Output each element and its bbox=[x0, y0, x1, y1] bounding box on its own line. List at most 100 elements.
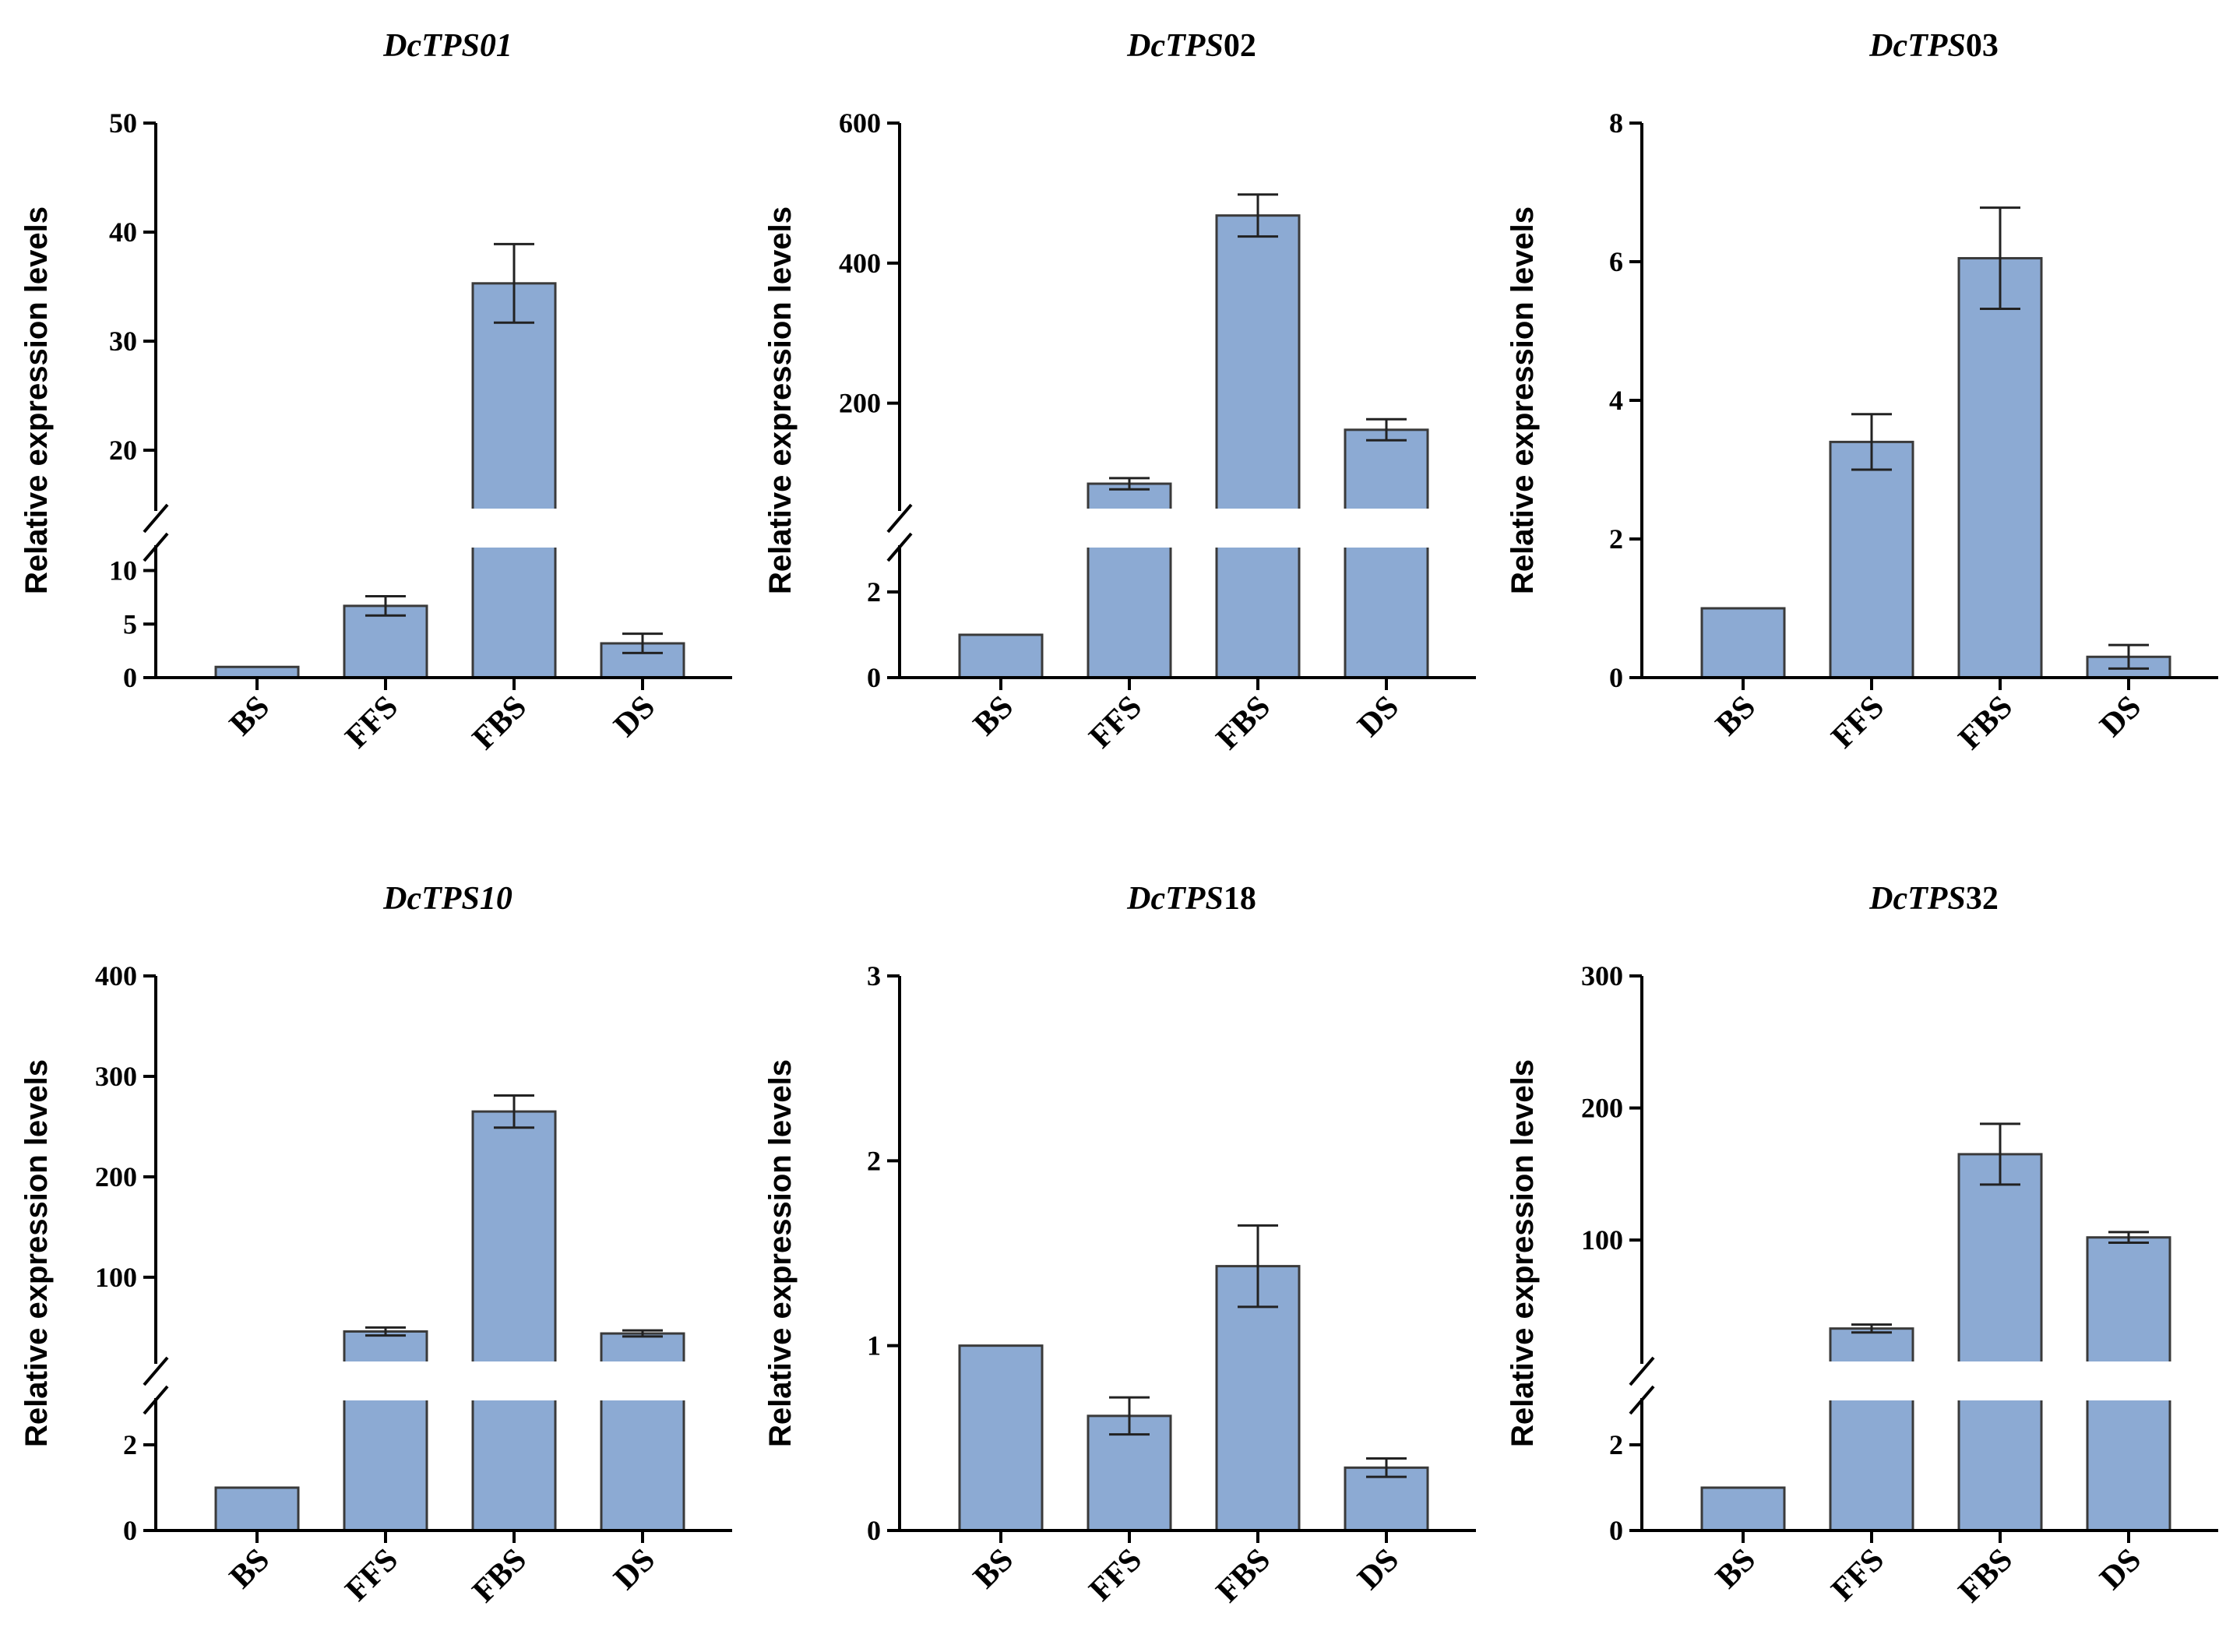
axis-break-gap bbox=[164, 509, 732, 548]
y-tick-label: 30 bbox=[109, 326, 137, 357]
y-tick-label: 400 bbox=[95, 960, 137, 992]
y-tick-label: 20 bbox=[109, 435, 137, 466]
x-tick-label-FFS: FFS bbox=[1825, 1542, 1891, 1608]
chart-title: DcTPS02 bbox=[1126, 28, 1256, 64]
bar-FBS bbox=[471, 282, 557, 679]
y-tick-label: 300 bbox=[95, 1061, 137, 1092]
y-tick-label: 6 bbox=[1609, 246, 1623, 277]
bar-BS bbox=[1700, 1486, 1786, 1532]
y-tick-label: 200 bbox=[95, 1161, 137, 1192]
bar-BS bbox=[1700, 607, 1786, 679]
y-axis-label: Relative expression levels bbox=[763, 1059, 798, 1447]
chart-panel-4: DcTPS10 Relative expression levels 0 2 100 20… bbox=[19, 881, 732, 1610]
axis-break-mark bbox=[1629, 1385, 1655, 1415]
y-tick-label: 300 bbox=[1581, 960, 1623, 992]
x-tick-label-FBS: FBS bbox=[1210, 1542, 1277, 1610]
y-tick-label: 200 bbox=[839, 388, 881, 419]
axis-break-mark bbox=[886, 532, 913, 562]
chart-title: DcTPS32 bbox=[1868, 881, 1999, 917]
x-tick-label-FBS: FBS bbox=[1952, 1542, 2020, 1610]
y-axis-label: Relative expression levels bbox=[19, 206, 54, 594]
chart-title: DcTPS10 bbox=[382, 881, 512, 917]
bar-FBS bbox=[1215, 1265, 1301, 1532]
y-tick-label: 0 bbox=[123, 1515, 137, 1546]
axis-break-mark bbox=[143, 1356, 169, 1386]
axis-break-mark bbox=[1629, 1356, 1655, 1386]
axis-break-mark bbox=[886, 503, 913, 534]
y-tick-label: 2 bbox=[867, 1145, 881, 1176]
bar-BS bbox=[958, 633, 1044, 679]
y-tick-label: 600 bbox=[839, 107, 881, 139]
y-tick-label: 1 bbox=[867, 1330, 881, 1361]
chart-panel-2: DcTPS02 Relative expression levels 0 2 200 40… bbox=[763, 28, 1476, 757]
chart-panel-5: DcTPS18 Relative expression levels 0 1 2 3 BS F… bbox=[763, 881, 1476, 1610]
x-tick-label-FFS: FFS bbox=[1825, 689, 1891, 756]
x-tick-label-FBS: FBS bbox=[466, 1542, 534, 1610]
y-tick-label: 0 bbox=[867, 1515, 881, 1546]
x-tick-label-BS: BS bbox=[223, 1542, 276, 1596]
axis-break-gap bbox=[907, 509, 1476, 548]
x-tick-label-FBS: FBS bbox=[1210, 689, 1277, 757]
bar-FFS bbox=[343, 1330, 428, 1532]
y-axis-label: Relative expression levels bbox=[19, 1059, 54, 1447]
y-tick-label: 4 bbox=[1609, 385, 1623, 416]
y-axis-label: Relative expression levels bbox=[1506, 206, 1540, 594]
y-axis-label: Relative expression levels bbox=[1506, 1059, 1540, 1447]
chart-title: DcTPS03 bbox=[1868, 28, 1999, 64]
x-tick-label-DS: DS bbox=[608, 1542, 663, 1597]
x-tick-label-BS: BS bbox=[1709, 1542, 1763, 1596]
axis-break-mark bbox=[143, 532, 169, 562]
bar-DS bbox=[1344, 428, 1429, 679]
x-tick-label-DS: DS bbox=[2094, 689, 2149, 745]
y-tick-label: 50 bbox=[109, 107, 137, 139]
bar-FFS bbox=[343, 604, 428, 679]
x-tick-label-FBS: FBS bbox=[466, 689, 534, 757]
x-tick-label-BS: BS bbox=[223, 689, 276, 743]
y-tick-label: 40 bbox=[109, 217, 137, 248]
y-tick-label: 10 bbox=[109, 555, 137, 586]
bar-FBS bbox=[1215, 214, 1301, 679]
axis-break-gap bbox=[164, 1361, 732, 1400]
y-tick-label: 400 bbox=[839, 248, 881, 279]
y-tick-label: 0 bbox=[1609, 662, 1623, 693]
x-tick-label-DS: DS bbox=[1351, 689, 1407, 745]
x-tick-label-FBS: FBS bbox=[1952, 689, 2020, 757]
bar-FFS bbox=[1829, 1327, 1914, 1532]
chart-panel-3: DcTPS03 Relative expression levels 0 2 4 6 8 BS… bbox=[1506, 28, 2218, 757]
chart-title: DcTPS18 bbox=[1126, 881, 1256, 917]
bar-BS bbox=[958, 1344, 1044, 1532]
y-tick-label: 2 bbox=[1609, 1429, 1623, 1460]
y-tick-label: 0 bbox=[1609, 1515, 1623, 1546]
y-tick-label: 100 bbox=[1581, 1224, 1623, 1256]
y-tick-label: 2 bbox=[123, 1429, 137, 1460]
y-tick-label: 3 bbox=[867, 960, 881, 992]
x-tick-label-FFS: FFS bbox=[339, 1542, 405, 1608]
x-tick-label-BS: BS bbox=[1709, 689, 1763, 743]
x-tick-label-FFS: FFS bbox=[1083, 689, 1149, 756]
chart-panel-1: DcTPS01 Relative expression levels 0 5 10 20 3… bbox=[19, 28, 732, 757]
axis-break-mark bbox=[143, 503, 169, 534]
y-tick-label: 0 bbox=[867, 662, 881, 693]
bar-FBS bbox=[1957, 1153, 2043, 1532]
x-tick-label-DS: DS bbox=[1351, 1542, 1407, 1597]
axis-break-gap bbox=[1650, 1361, 2218, 1400]
bar-BS bbox=[214, 1486, 300, 1532]
y-tick-label: 2 bbox=[867, 576, 881, 608]
x-tick-label-DS: DS bbox=[2094, 1542, 2149, 1597]
bar-FFS bbox=[1829, 440, 1914, 679]
x-tick-label-FFS: FFS bbox=[339, 689, 405, 756]
x-tick-label-DS: DS bbox=[608, 689, 663, 745]
bar-FBS bbox=[1957, 257, 2043, 679]
bar-FBS bbox=[471, 1110, 557, 1532]
y-tick-label: 100 bbox=[95, 1262, 137, 1293]
y-axis-label: Relative expression levels bbox=[763, 206, 798, 594]
bar-BS bbox=[214, 665, 300, 679]
y-tick-label: 8 bbox=[1609, 107, 1623, 139]
chart-title: DcTPS01 bbox=[382, 28, 512, 64]
chart-panel-6: DcTPS32 Relative expression levels 0 2 100 20… bbox=[1506, 881, 2218, 1610]
x-tick-label-BS: BS bbox=[967, 689, 1020, 743]
x-tick-label-FFS: FFS bbox=[1083, 1542, 1149, 1608]
x-tick-label-BS: BS bbox=[967, 1542, 1020, 1596]
y-tick-label: 0 bbox=[123, 662, 137, 693]
